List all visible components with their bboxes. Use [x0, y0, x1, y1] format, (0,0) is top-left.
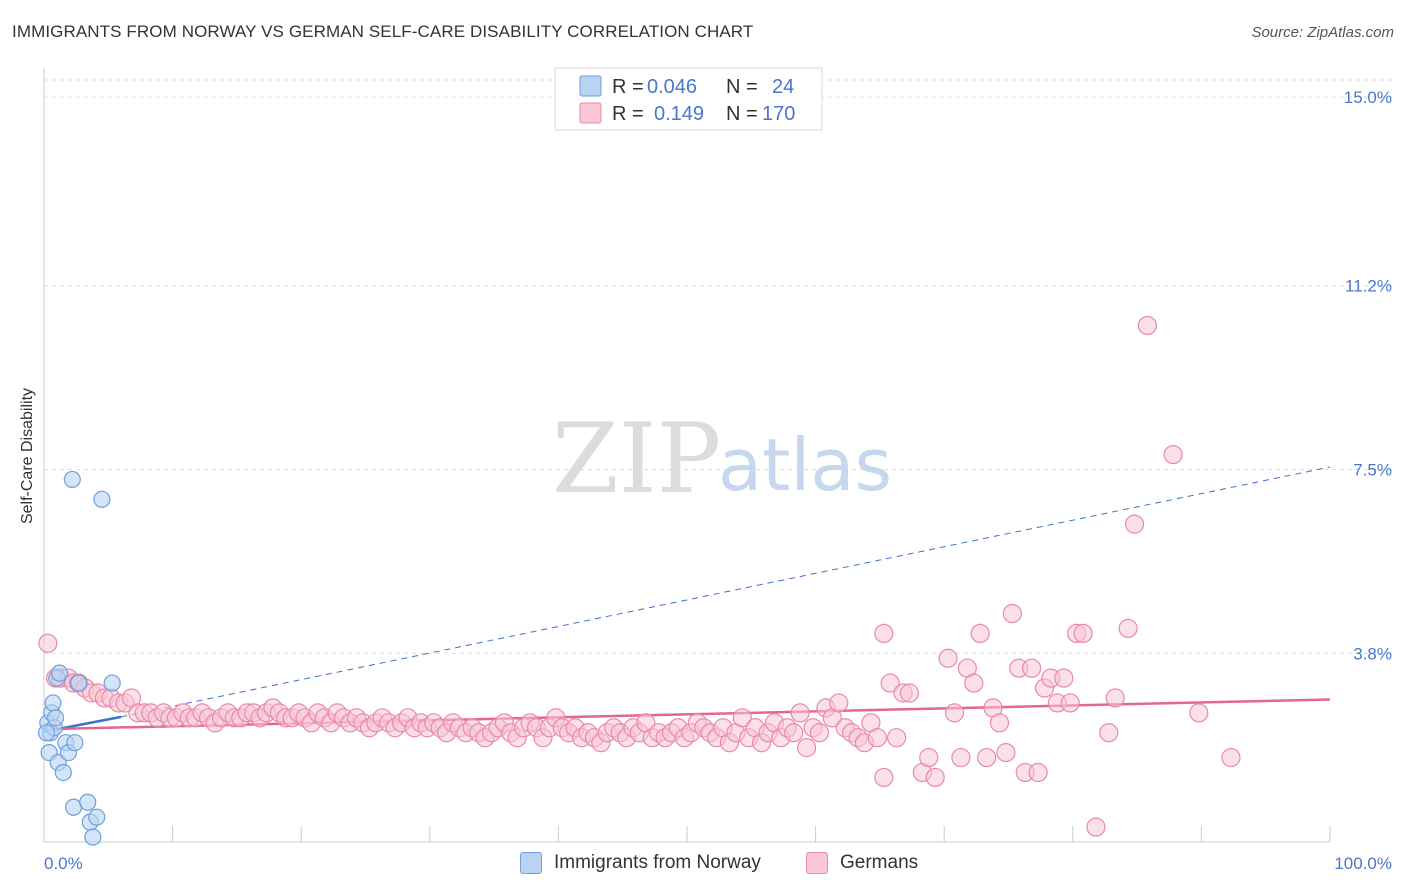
germans-point: [874, 767, 894, 788]
germans-point: [951, 747, 971, 768]
legend: R = 0.046 N = 24 R = 0.149 N = 170: [554, 67, 823, 131]
legend-swatch-norway: [579, 75, 602, 97]
norway-points: [37, 470, 121, 846]
germans-point: [887, 728, 907, 748]
germans-point: [790, 703, 810, 723]
germans-point: [1124, 514, 1145, 534]
bottom-legend-label-norway: Immigrants from Norway: [554, 852, 761, 873]
norway-point: [63, 470, 81, 489]
legend-r-value-norway: 0.046: [647, 76, 697, 98]
germans-point: [784, 723, 804, 743]
y-tick-label-2: 11.2%: [1345, 277, 1392, 296]
germans-point: [919, 747, 939, 768]
legend-n-value-germans: 170: [762, 103, 795, 125]
bottom-legend: Immigrants from Norway Germans: [0, 852, 1406, 878]
germans-point: [996, 742, 1016, 763]
germans-point: [880, 673, 900, 693]
legend-n-label-germans: N =: [726, 103, 758, 125]
norway-point: [103, 674, 121, 692]
norway-point: [44, 694, 62, 712]
germans-point: [1118, 618, 1138, 639]
norway-point: [50, 664, 69, 682]
legend-r-value-germans: 0.149: [654, 103, 704, 125]
legend-swatch-germans: [579, 102, 602, 124]
watermark: ZIP atlas: [552, 403, 892, 515]
germans-point: [989, 713, 1010, 733]
germans-point: [1060, 693, 1080, 713]
germans-point: [38, 633, 58, 653]
germans-point: [1221, 747, 1241, 768]
trend-line-norway-dashed: [121, 466, 1331, 718]
y-tick-label-3: 15.0%: [1344, 88, 1392, 107]
norway-point: [88, 808, 106, 826]
germans-point: [1099, 723, 1119, 743]
bottom-legend-item-norway: Immigrants from Norway: [520, 852, 761, 874]
germans-point: [732, 708, 752, 728]
norway-point: [84, 828, 102, 846]
germans-point: [1002, 603, 1022, 624]
germans-point: [1028, 762, 1048, 783]
germans-point: [1163, 445, 1183, 465]
norway-point: [93, 490, 111, 508]
germans-point: [796, 738, 817, 758]
germans-point: [1137, 315, 1157, 336]
germans-point: [1105, 688, 1125, 708]
x-tick-label-1: 100.0%: [1334, 854, 1392, 873]
germans-point: [1022, 658, 1042, 678]
germans-point: [925, 767, 945, 788]
watermark-zip: ZIP: [552, 403, 721, 515]
norway-point: [37, 724, 56, 742]
germans-point: [1086, 817, 1106, 837]
germans-point: [970, 623, 990, 644]
bottom-legend-label-germans: Germans: [840, 852, 919, 873]
watermark-atlas: atlas: [718, 423, 892, 507]
norway-point: [70, 674, 88, 692]
legend-r-label-germans: R =: [612, 103, 644, 125]
legend-n-label-norway: N =: [726, 76, 758, 98]
norway-point: [46, 709, 65, 727]
bottom-legend-swatch-germans: [806, 852, 828, 874]
gridlines: [44, 79, 1392, 654]
germans-point: [809, 723, 830, 743]
germans-point: [874, 623, 894, 644]
norway-point: [79, 793, 97, 811]
tick-labels: 3.8% 7.5% 11.2% 15.0% 0.0% 100.0%: [44, 88, 1392, 873]
norway-point: [66, 734, 84, 752]
bottom-legend-item-germans: Germans: [806, 852, 918, 874]
germans-point: [1073, 623, 1093, 644]
legend-n-value-norway: 24: [772, 76, 794, 98]
germans-point: [867, 728, 887, 748]
germans-points: [38, 315, 1241, 837]
germans-point: [1189, 703, 1209, 723]
y-tick-label-1: 7.5%: [1353, 461, 1392, 480]
germans-point: [899, 683, 920, 703]
germans-point: [829, 693, 849, 713]
x-tick-label-0: 0.0%: [44, 854, 83, 873]
germans-point: [944, 703, 965, 723]
germans-point: [1054, 668, 1074, 688]
germans-point: [938, 648, 958, 668]
germans-point: [977, 747, 997, 768]
chart-title: IMMIGRANTS FROM NORWAY VS GERMAN SELF-CA…: [12, 22, 754, 41]
source-label: Source: ZipAtlas.com: [1251, 24, 1394, 41]
norway-point: [54, 763, 72, 782]
germans-point: [964, 673, 984, 693]
y-tick-label-0: 3.8%: [1353, 644, 1392, 663]
legend-r-label-norway: R =: [612, 76, 644, 98]
bottom-legend-swatch-norway: [520, 852, 542, 874]
